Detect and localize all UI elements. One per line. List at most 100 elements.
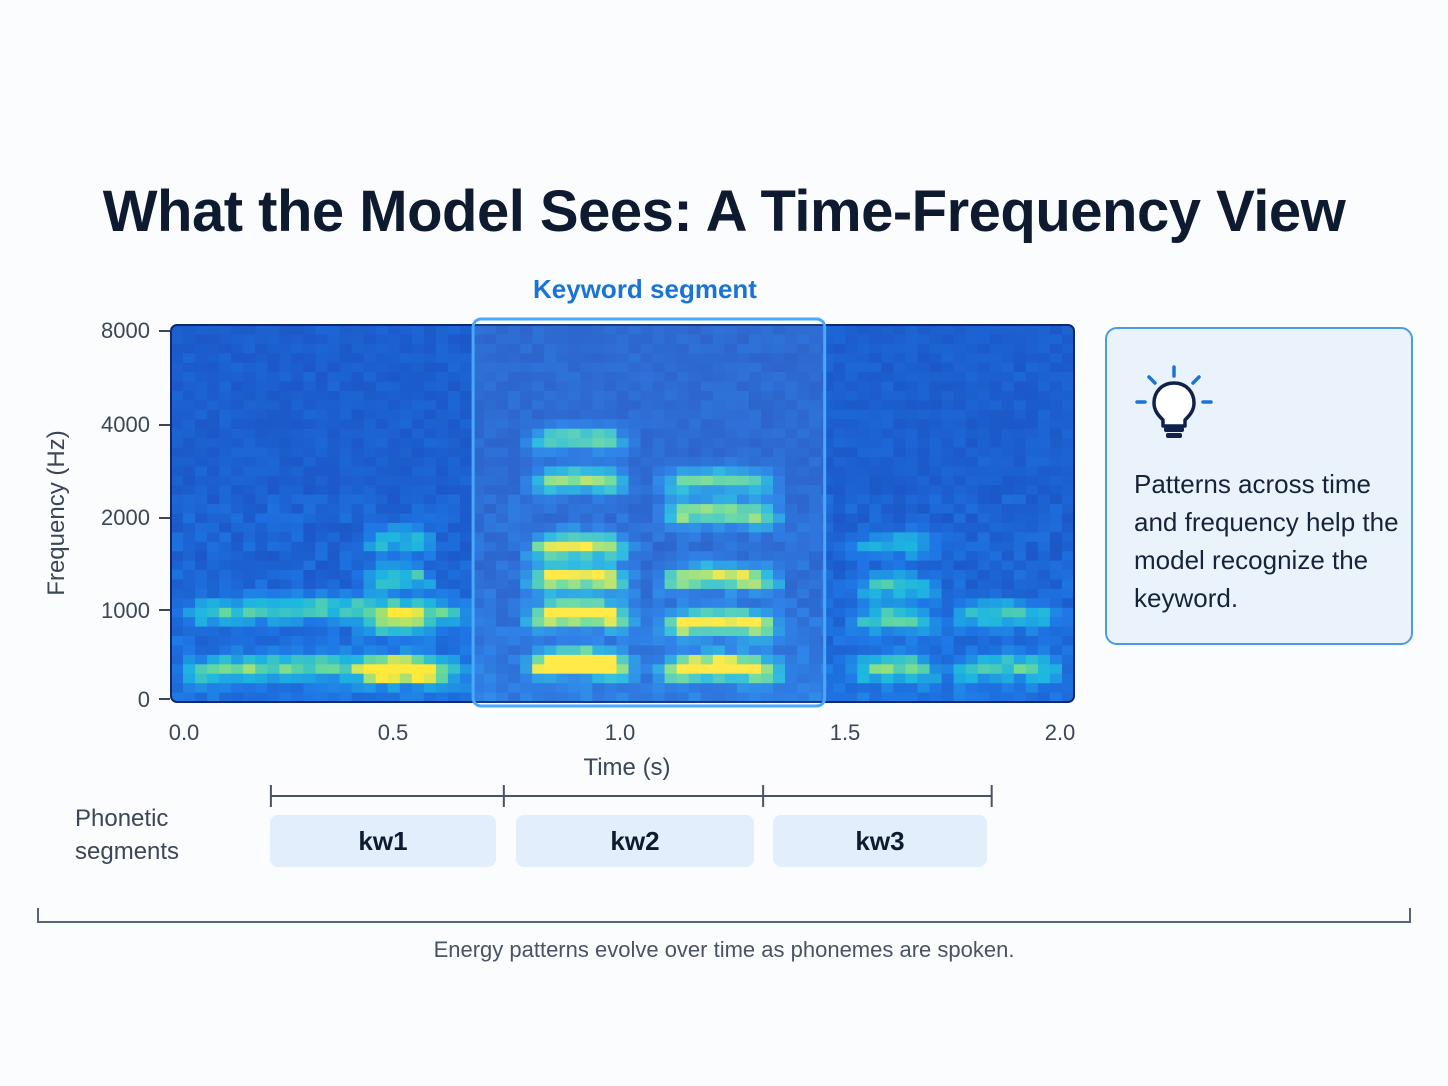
- heatmap-cell: [387, 607, 401, 618]
- heatmap-cell: [977, 428, 991, 439]
- heatmap-cell: [447, 654, 461, 665]
- heatmap-cell: [785, 626, 798, 637]
- heatmap-cell: [857, 636, 870, 646]
- heatmap-cell: [399, 400, 413, 411]
- heatmap-cell: [231, 494, 244, 505]
- heatmap-cell: [508, 645, 521, 656]
- heatmap-cell: [472, 513, 485, 524]
- heatmap-cell: [255, 362, 268, 373]
- heatmap-cell: [857, 334, 870, 345]
- heatmap-cell: [303, 560, 316, 571]
- heatmap-cell: [1013, 579, 1027, 590]
- heatmap-cell: [869, 457, 882, 467]
- heatmap-cell: [857, 353, 870, 364]
- heatmap-cell: [592, 504, 605, 515]
- heatmap-cell: [423, 447, 437, 458]
- heatmap-cell: [279, 362, 292, 373]
- heatmap-cell: [857, 654, 870, 665]
- heatmap-cell: [893, 579, 906, 590]
- heatmap-cell: [941, 607, 955, 618]
- heatmap-cell: [460, 626, 473, 637]
- heatmap-cell: [712, 381, 726, 392]
- heatmap-cell: [676, 664, 690, 675]
- heatmap-cell: [183, 551, 196, 562]
- heatmap-cell: [219, 654, 232, 665]
- heatmap-cell: [195, 419, 208, 430]
- heatmap-cell: [977, 381, 991, 392]
- heatmap-cell: [303, 513, 316, 524]
- heatmap-cell: [351, 362, 365, 373]
- heatmap-cell: [881, 334, 894, 345]
- heatmap-cell: [460, 485, 473, 496]
- heatmap-cell: [460, 343, 473, 354]
- heatmap-cell: [484, 400, 497, 411]
- heatmap-cell: [640, 522, 654, 533]
- heatmap-cell: [640, 372, 654, 383]
- heatmap-cell: [1025, 409, 1039, 420]
- heatmap-cell: [496, 494, 509, 505]
- heatmap-cell: [207, 400, 220, 411]
- heatmap-cell: [1049, 673, 1063, 684]
- heatmap-cell: [905, 692, 918, 702]
- heatmap-cell: [748, 532, 762, 543]
- heatmap-cell: [857, 560, 870, 571]
- heatmap-cell: [664, 692, 678, 702]
- heatmap-cell: [965, 598, 979, 609]
- heatmap-cell: [399, 447, 413, 458]
- heatmap-cell: [1049, 522, 1063, 533]
- heatmap-cell: [520, 570, 533, 580]
- heatmap-cell: [869, 598, 882, 609]
- heatmap-cell: [869, 428, 882, 439]
- heatmap-cell: [496, 419, 509, 430]
- heatmap-cell: [941, 617, 955, 628]
- heatmap-cell: [255, 626, 268, 637]
- heatmap-cell: [809, 541, 822, 552]
- heatmap-cell: [941, 664, 955, 675]
- heatmap-cell: [785, 353, 798, 364]
- heatmap-cell: [953, 457, 967, 467]
- heatmap-cell: [893, 513, 906, 524]
- heatmap-cell: [255, 532, 268, 543]
- heatmap-cell: [508, 664, 521, 675]
- heatmap-cell: [748, 494, 762, 505]
- heatmap-cell: [917, 475, 931, 486]
- heatmap-cell: [556, 692, 569, 702]
- heatmap-cell: [315, 598, 329, 609]
- heatmap-cell: [761, 607, 774, 618]
- heatmap-cell: [243, 598, 256, 609]
- heatmap-cell: [640, 428, 654, 439]
- heatmap-cell: [484, 381, 497, 392]
- heatmap-cell: [171, 457, 184, 467]
- heatmap-cell: [183, 598, 196, 609]
- heatmap-cell: [616, 513, 630, 524]
- heatmap-cell: [929, 513, 943, 524]
- heatmap-cell: [291, 372, 304, 383]
- heatmap-cell: [1013, 325, 1027, 335]
- heatmap-cell: [544, 353, 557, 364]
- heatmap-cell: [893, 409, 906, 420]
- heatmap-cell: [375, 570, 389, 580]
- heatmap-cell: [411, 475, 425, 486]
- heatmap-cell: [965, 372, 979, 383]
- heatmap-cell: [580, 428, 593, 439]
- heatmap-cell: [1062, 457, 1074, 467]
- heatmap-cell: [544, 381, 557, 392]
- heatmap-cell: [472, 673, 485, 684]
- heatmap-cell: [965, 475, 979, 486]
- heatmap-cell: [917, 343, 931, 354]
- heatmap-cell: [351, 353, 365, 364]
- heatmap-cell: [929, 692, 943, 702]
- heatmap-cell: [532, 692, 545, 702]
- heatmap-cell: [1062, 570, 1074, 580]
- heatmap-cell: [183, 343, 196, 354]
- heatmap-cell: [447, 381, 461, 392]
- heatmap-cell: [893, 428, 906, 439]
- heatmap-cell: [363, 447, 377, 458]
- heatmap-cell: [592, 428, 605, 439]
- heatmap-cell: [941, 522, 955, 533]
- heatmap-cell: [905, 457, 918, 467]
- heatmap-cell: [339, 560, 353, 571]
- heatmap-cell: [845, 372, 858, 383]
- heatmap-cell: [893, 560, 906, 571]
- heatmap-cell: [761, 504, 774, 515]
